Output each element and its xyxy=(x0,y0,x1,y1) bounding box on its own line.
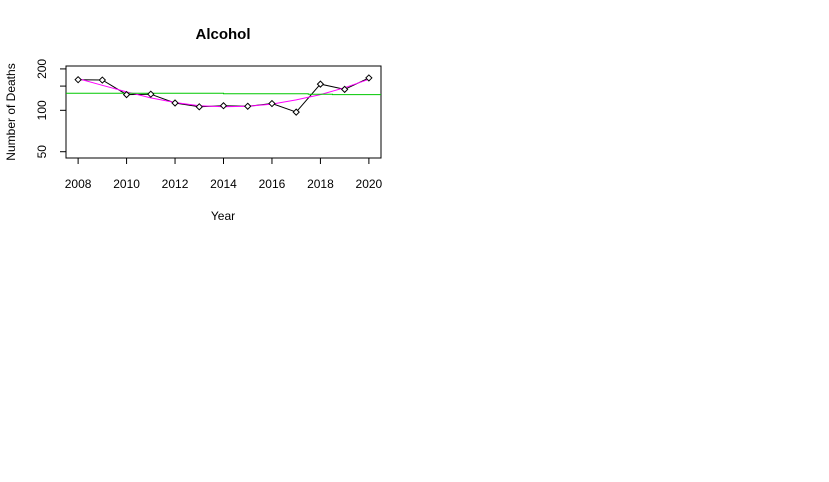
y-tick-label: 200 xyxy=(35,59,49,79)
data-point xyxy=(122,90,131,99)
data-point xyxy=(147,90,155,98)
data-point xyxy=(365,74,373,82)
data-point xyxy=(219,102,228,110)
x-tick-label: 2016 xyxy=(259,177,286,191)
data-point xyxy=(268,99,276,108)
x-tick-label: 2018 xyxy=(307,177,334,191)
data-point xyxy=(316,80,325,88)
x-axis-label: Year xyxy=(211,209,235,223)
y-tick-label: 100 xyxy=(35,100,49,120)
y-tick-label: 50 xyxy=(35,145,49,159)
data-point xyxy=(171,99,179,107)
x-tick-label: 2008 xyxy=(65,177,92,191)
data-point xyxy=(98,76,107,84)
x-tick-label: 2020 xyxy=(356,177,383,191)
data-point xyxy=(292,108,300,116)
y-axis-label: Number of Deaths xyxy=(4,63,18,160)
x-tick-label: 2012 xyxy=(162,177,189,191)
data-point xyxy=(74,75,82,84)
chart-title: Alcohol xyxy=(196,26,251,43)
series-layer xyxy=(66,74,381,116)
data-point xyxy=(340,85,349,94)
y-axis: 50 100 200 xyxy=(35,59,66,159)
data-point xyxy=(244,102,252,110)
plot-frame xyxy=(65,65,382,159)
x-axis: 2008 2010 2012 2014 2016 2018 2020 xyxy=(65,158,383,191)
baseline-line xyxy=(66,92,381,96)
x-tick-label: 2014 xyxy=(210,177,237,191)
data-point xyxy=(195,103,203,111)
x-tick-label: 2010 xyxy=(113,177,140,191)
